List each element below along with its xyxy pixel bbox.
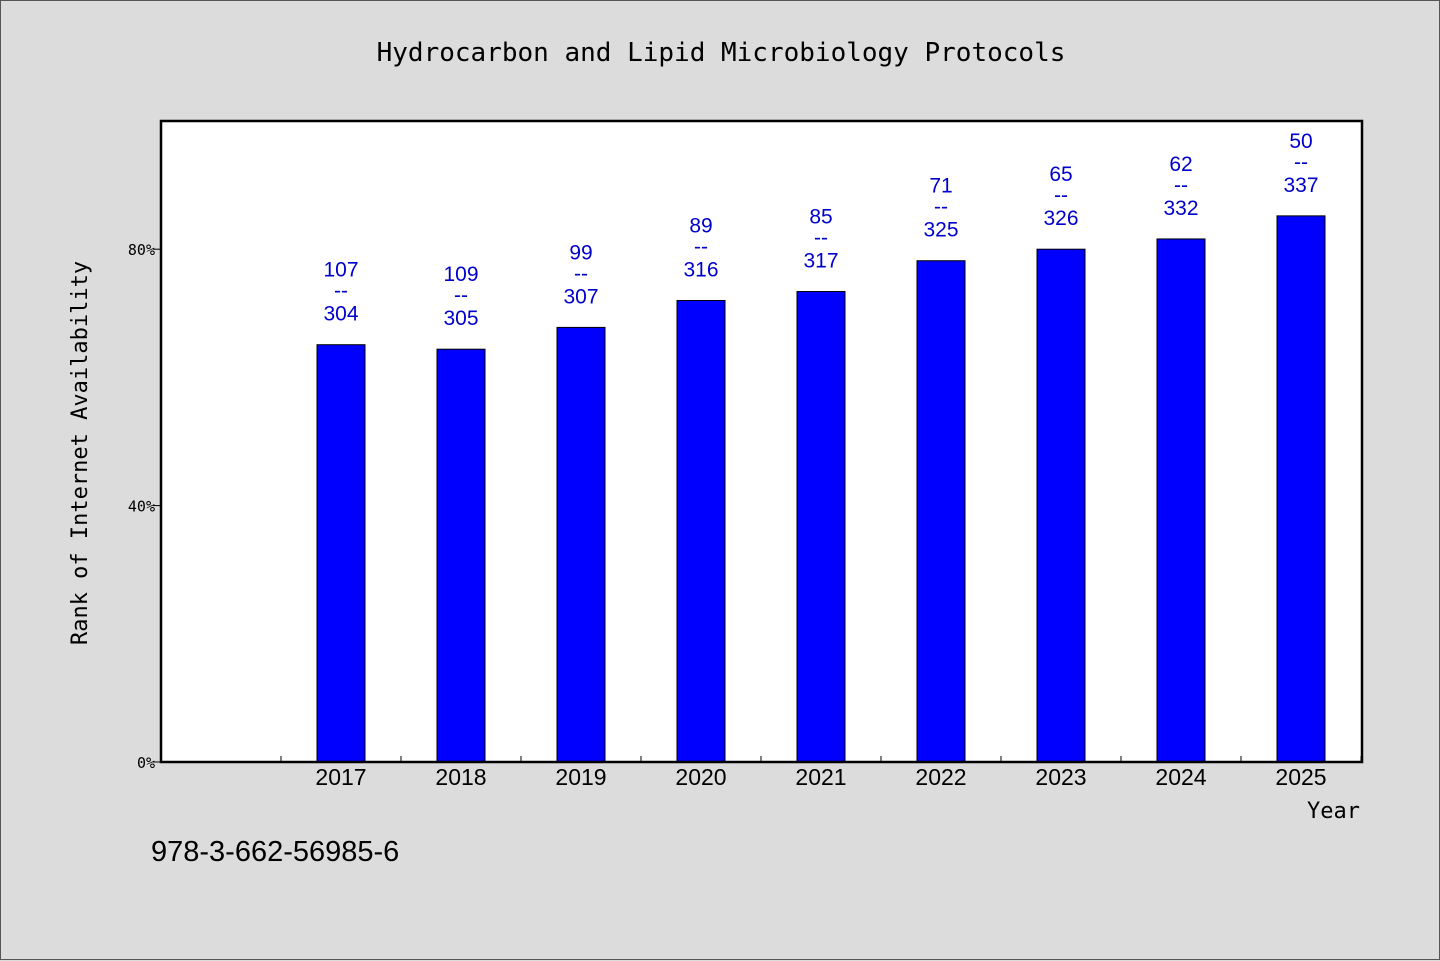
bar-label-top: 99 [569, 241, 592, 264]
bar-2017 [316, 344, 366, 763]
x-tick-label: 2019 [555, 764, 606, 790]
bar-label-separator: -- [934, 196, 948, 219]
bar-label-separator: -- [1054, 184, 1068, 207]
bar-label-bottom: 317 [803, 250, 838, 273]
bar-2018 [436, 348, 486, 763]
x-tick-label: 2020 [675, 764, 726, 790]
bar-label-top: 50 [1289, 130, 1312, 153]
bar-label-top: 109 [443, 263, 478, 286]
bar-2021 [796, 291, 846, 763]
bar-2024 [1156, 238, 1206, 763]
bar-label-separator: -- [1294, 151, 1308, 174]
y-tick-label: 40% [128, 498, 155, 516]
bar-label-separator: -- [1174, 174, 1188, 197]
bar-label-top: 107 [323, 259, 358, 282]
bar-label-separator: -- [814, 227, 828, 250]
plot-border [159, 119, 1364, 764]
bar-label-separator: -- [694, 235, 708, 258]
x-tick-label: 2021 [795, 764, 846, 790]
bar-label-top: 89 [689, 214, 712, 237]
bar-label-bottom: 332 [1163, 197, 1198, 220]
bar-label-bottom: 316 [683, 258, 718, 281]
bar-2023 [1036, 248, 1086, 763]
bar-label-separator: -- [454, 284, 468, 307]
bar-label-bottom: 307 [563, 285, 598, 308]
x-tick-label: 2024 [1155, 764, 1206, 790]
bar-label-top: 85 [809, 206, 832, 229]
bar-label-top: 65 [1049, 163, 1072, 186]
bar-label-bottom: 304 [323, 303, 358, 326]
bar-label-bottom: 305 [443, 307, 478, 330]
chart-title: Hydrocarbon and Lipid Microbiology Proto… [377, 38, 1066, 68]
bar-label-separator: -- [334, 280, 348, 303]
y-axis-label: Rank of Internet Availability [68, 261, 93, 645]
x-axis-label: Year [1307, 799, 1360, 824]
bar-label-separator: -- [574, 262, 588, 285]
bar-label-bottom: 325 [923, 219, 958, 242]
x-tick-label: 2023 [1035, 764, 1086, 790]
y-tick-label: 0% [137, 754, 155, 772]
x-tick-label: 2022 [915, 764, 966, 790]
y-tick-label: 80% [128, 241, 155, 259]
x-tick-label: 2018 [435, 764, 486, 790]
bar-2019 [556, 326, 606, 763]
bar-2022 [916, 260, 966, 763]
bar-label-bottom: 337 [1283, 174, 1318, 197]
x-tick-label: 2017 [315, 764, 366, 790]
isbn-label: 978-3-662-56985-6 [151, 836, 400, 868]
bar-label-top: 62 [1169, 153, 1192, 176]
bar-2025 [1276, 215, 1326, 763]
x-tick-label: 2025 [1275, 764, 1326, 790]
bar-label-bottom: 326 [1043, 207, 1078, 230]
bar-2020 [676, 299, 726, 763]
bar-label-top: 71 [929, 175, 952, 198]
